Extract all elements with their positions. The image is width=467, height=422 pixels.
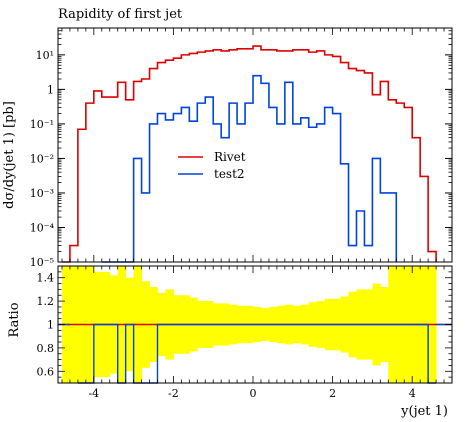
- main-plot: 10¹ 1 10⁻¹ 10⁻² 10⁻³ 10⁻⁴ 10⁻⁵: [30, 27, 453, 269]
- ratio-y-tick-label: 1.2: [37, 295, 55, 308]
- y-tick-label: 10⁻²: [30, 152, 54, 165]
- y-tick-label: 10⁻³: [30, 187, 54, 200]
- y-tick-label: 10¹: [36, 49, 54, 62]
- y-tick-label: 10⁻⁴: [30, 221, 55, 234]
- ratio-test2-line: [77, 323, 437, 384]
- ratio-y-tick-label: 0.6: [37, 365, 55, 378]
- chart-title: Rapidity of first jet: [58, 7, 183, 22]
- series-test2-line: [101, 74, 398, 263]
- ratio-y-tick-label: 1: [47, 319, 54, 332]
- y-tick-label: 10⁻⁵: [30, 256, 54, 269]
- y-tick-label: 1: [47, 83, 54, 96]
- legend-rivet-label: Rivet: [214, 150, 246, 164]
- ratio-y-tick-label: 0.8: [37, 342, 55, 355]
- x-tick-label: 2: [329, 387, 336, 400]
- ratio-y-tick-label: 1.4: [37, 272, 55, 285]
- series-rivet-line: [61, 45, 437, 263]
- x-tick-label: 4: [409, 387, 416, 400]
- ratio-plot: -4 -2 0 2 4 0.6 0.8 1 1.2 1.4: [37, 265, 453, 400]
- legend: Rivet test2: [178, 150, 246, 181]
- x-tick-label: 0: [250, 387, 257, 400]
- x-tick-label: -4: [88, 387, 99, 400]
- legend-test2-label: test2: [214, 167, 245, 181]
- ratio-axis-label: Ratio: [7, 302, 22, 337]
- y-axis-label: dσ/dy(jet 1) [pb]: [2, 101, 17, 209]
- x-tick-label: -2: [168, 387, 179, 400]
- y-tick-label: 10⁻¹: [30, 118, 54, 131]
- main-frame: [57, 27, 453, 263]
- x-axis-label: y(jet 1): [400, 404, 448, 419]
